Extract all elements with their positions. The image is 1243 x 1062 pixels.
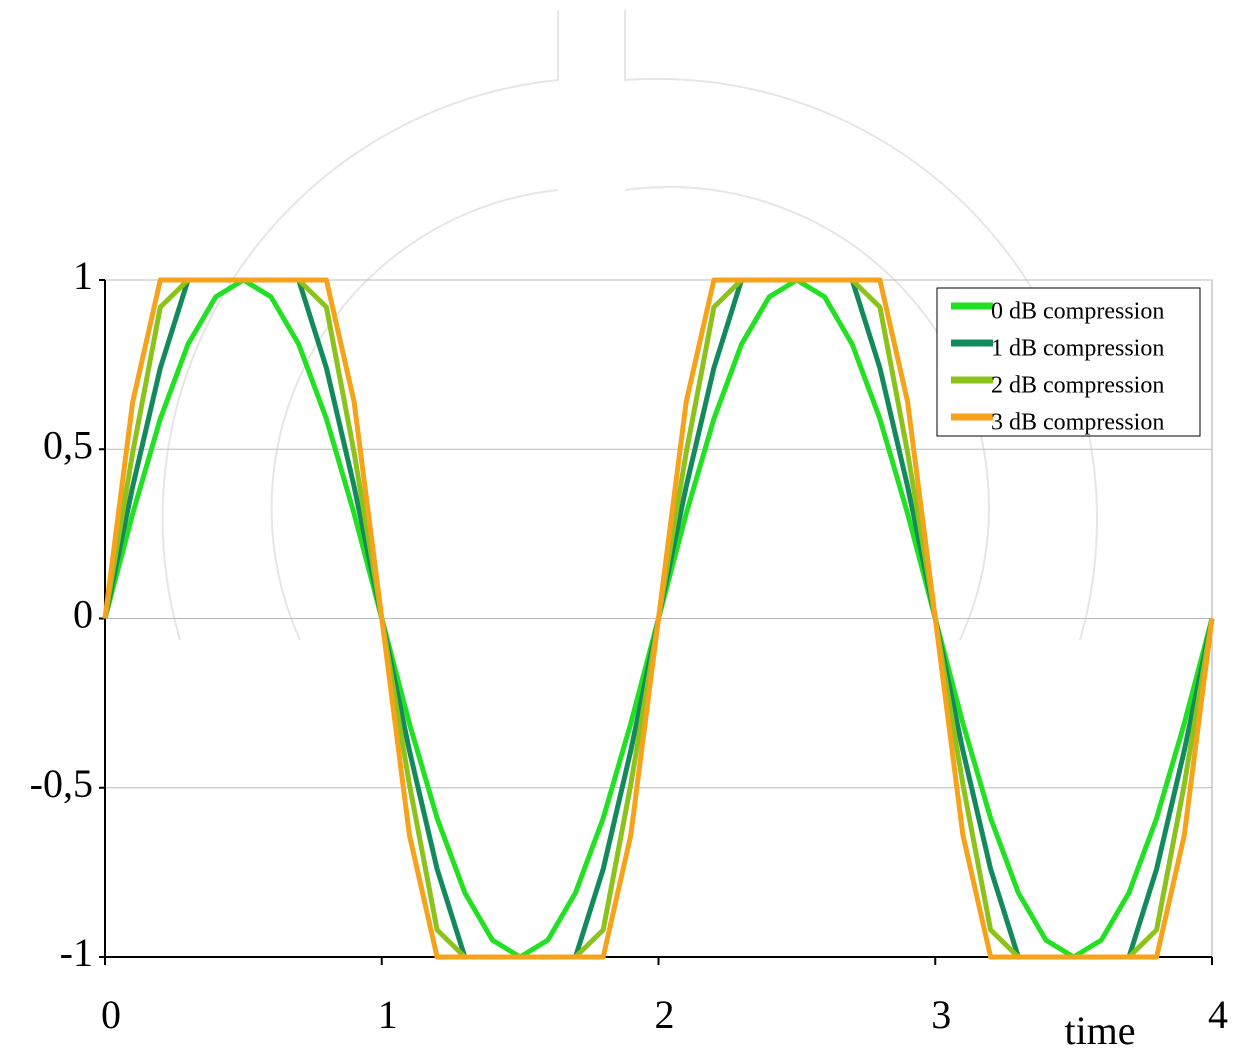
x-tick-label: 4 bbox=[1208, 992, 1228, 1037]
x-tick-label: 3 bbox=[931, 992, 951, 1037]
y-tick-label: -1 bbox=[60, 930, 93, 975]
legend-box bbox=[936, 287, 1201, 437]
watermark bbox=[161, 10, 1099, 641]
series-line bbox=[102, 277, 1215, 960]
x-tick-label: 1 bbox=[378, 992, 398, 1037]
y-tick-label: -0,5 bbox=[30, 761, 93, 806]
legend-label: 1 dB compression bbox=[991, 336, 1164, 362]
y-tick-label: 1 bbox=[73, 253, 93, 298]
legend-label: 0 dB compression bbox=[991, 299, 1164, 325]
y-tick-label: 0 bbox=[73, 592, 93, 637]
x-tick-label: 0 bbox=[101, 992, 121, 1037]
x-tick-label: 2 bbox=[655, 992, 675, 1037]
y-tick-label: 0,5 bbox=[43, 422, 93, 467]
x-axis-label: time bbox=[1064, 1008, 1135, 1053]
legend-label: 3 dB compression bbox=[991, 410, 1164, 436]
legend-label: 2 dB compression bbox=[991, 373, 1164, 399]
